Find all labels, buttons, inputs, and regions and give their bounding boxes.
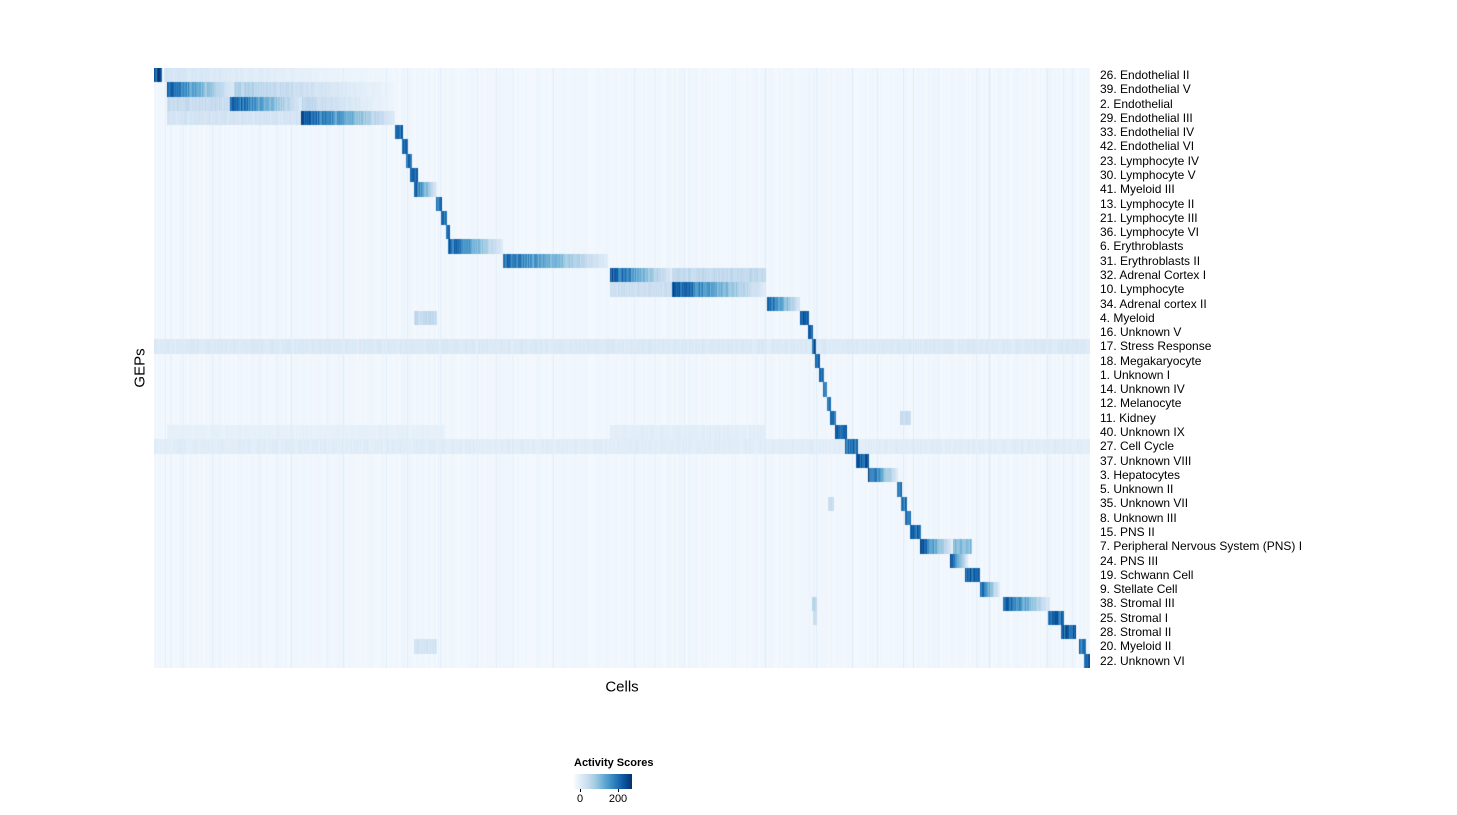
row-label: 5. Unknown II: [1100, 482, 1174, 497]
colorbar-title: Activity Scores: [574, 757, 654, 769]
row-label: 14. Unknown IV: [1100, 382, 1185, 397]
row-label: 27. Cell Cycle: [1100, 439, 1175, 454]
row-label: 38. Stromal III: [1100, 596, 1175, 611]
row-label: 11. Kidney: [1100, 410, 1156, 425]
row-label: 21. Lymphocyte III: [1100, 210, 1198, 225]
row-label: 25. Stromal I: [1100, 610, 1169, 625]
x-axis-label: Cells: [605, 678, 639, 696]
y-axis-label: GEPs: [131, 348, 149, 388]
colorbar-tick-0: 0: [576, 793, 584, 805]
row-label: 17. Stress Response: [1100, 339, 1212, 354]
row-label: 36. Lymphocyte VI: [1100, 225, 1199, 240]
row-label: 39. Endothelial V: [1100, 82, 1191, 97]
colorbar-tick-200: 200: [608, 793, 628, 805]
row-label: 26. Endothelial II: [1100, 68, 1190, 82]
row-label: 35. Unknown VII: [1100, 496, 1189, 511]
row-label: 24. PNS III: [1100, 553, 1159, 568]
row-label: 23. Lymphocyte IV: [1100, 153, 1199, 168]
colorbar-tickmarks: [574, 789, 632, 792]
row-label: 1. Unknown I: [1100, 367, 1171, 382]
colorbar-tickmark-0: [580, 789, 581, 792]
row-label: 37. Unknown VIII: [1100, 453, 1192, 468]
row-label: 30. Lymphocyte V: [1100, 167, 1196, 182]
row-label: 10. Lymphocyte: [1100, 282, 1185, 297]
colorbar-legend: Activity Scores 0 200: [574, 757, 714, 806]
row-label: 32. Adrenal Cortex I: [1100, 267, 1207, 282]
row-label: 9. Stellate Cell: [1100, 582, 1178, 597]
row-label: 8. Unknown III: [1100, 510, 1177, 525]
row-label: 3. Hepatocytes: [1100, 467, 1181, 482]
row-label: 2. Endothelial: [1100, 96, 1173, 111]
row-labels: 26. Endothelial II 39. Endothelial V 2. En…: [1100, 68, 1450, 668]
heatmap-plot-area: [154, 68, 1090, 668]
row-label: 42. Endothelial VI: [1100, 139, 1195, 154]
row-label: 34. Adrenal cortex II: [1100, 296, 1207, 311]
row-label: 28. Stromal II: [1100, 624, 1172, 639]
row-label: 4. Myeloid: [1100, 310, 1155, 325]
row-label: 18. Megakaryocyte: [1100, 353, 1202, 368]
row-label: 12. Melanocyte: [1100, 396, 1182, 411]
colorbar-tick-labels: 0 200: [574, 792, 632, 806]
row-label: 40. Unknown IX: [1100, 425, 1185, 440]
row-label: 19. Schwann Cell: [1100, 567, 1194, 582]
row-label: 29. Endothelial III: [1100, 110, 1193, 125]
row-label: 22. Unknown VI: [1100, 653, 1185, 668]
row-label: 15. PNS II: [1100, 525, 1155, 539]
colorbar-gradient: [574, 774, 632, 789]
row-label: 33. Endothelial IV: [1100, 125, 1195, 140]
row-label: 16. Unknown V: [1100, 325, 1182, 340]
row-label: 6. Erythroblasts: [1100, 239, 1184, 254]
row-label: 7. Peripheral Nervous System (PNS) I: [1100, 539, 1303, 554]
row-label: 31. Erythroblasts II: [1100, 253, 1201, 268]
row-label: 41. Myeloid III: [1100, 182, 1175, 197]
row-label: 20. Myeloid II: [1100, 639, 1172, 654]
row-label: 13. Lymphocyte II: [1100, 196, 1195, 211]
colorbar-tickmark-200: [618, 789, 619, 792]
heatmap-canvas: [154, 68, 1090, 668]
